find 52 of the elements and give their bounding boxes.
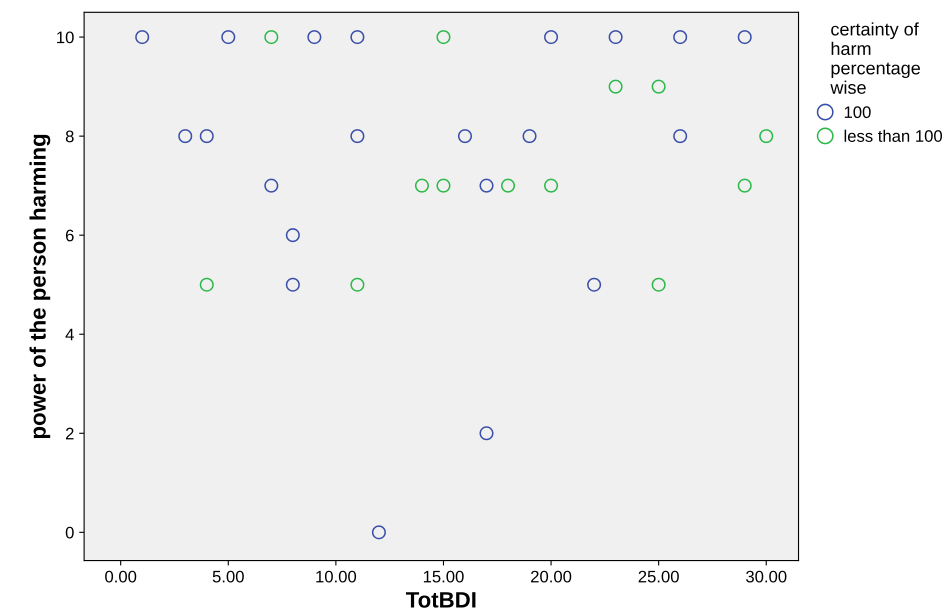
x-tick-label: 10.00 xyxy=(316,570,356,583)
point xyxy=(200,129,214,144)
point xyxy=(372,525,386,540)
point xyxy=(458,129,472,144)
point xyxy=(652,278,666,292)
x-tick-label: 20.00 xyxy=(531,570,572,583)
point xyxy=(759,129,774,144)
legend-label: 100 xyxy=(844,106,871,118)
legend-title: certainty of harm percentage wise xyxy=(830,22,920,94)
point xyxy=(608,80,623,94)
legend-label: less than 100 xyxy=(844,130,942,142)
point xyxy=(178,129,192,144)
point xyxy=(738,30,752,44)
y-tick-label: 6 xyxy=(66,230,74,242)
point xyxy=(608,30,623,44)
point xyxy=(264,178,278,193)
point xyxy=(587,278,602,292)
x-tick-label: 5.00 xyxy=(212,570,244,583)
x-tick-label: 25.00 xyxy=(638,570,679,583)
point xyxy=(544,30,558,44)
point xyxy=(414,178,429,193)
y-tick-label: 2 xyxy=(66,428,74,440)
point xyxy=(673,129,688,144)
point xyxy=(436,30,450,44)
x-tick-label: 30.00 xyxy=(746,570,786,583)
point xyxy=(673,30,688,44)
point xyxy=(738,178,752,193)
x-tick-label: 0.00 xyxy=(105,570,136,583)
point xyxy=(501,178,516,193)
y-tick-label: 10 xyxy=(57,31,74,44)
point xyxy=(436,178,450,193)
point xyxy=(652,80,666,94)
x-tick-label: 15.00 xyxy=(424,570,464,583)
point xyxy=(350,30,364,44)
y-axis-title: power of the person harming xyxy=(29,134,50,438)
point xyxy=(286,278,300,292)
point xyxy=(350,278,364,292)
y-tick-label: 0 xyxy=(66,526,74,539)
point xyxy=(522,129,537,144)
point xyxy=(264,30,278,44)
point xyxy=(479,178,494,193)
point xyxy=(479,426,494,440)
point xyxy=(307,30,322,44)
point xyxy=(286,228,300,242)
y-tick-label: 4 xyxy=(65,328,74,340)
point xyxy=(350,129,364,144)
point xyxy=(200,278,214,292)
x-axis-title: TotBDI xyxy=(406,592,476,608)
y-tick-label: 8 xyxy=(66,130,74,142)
point xyxy=(221,30,236,44)
point xyxy=(544,178,558,193)
point xyxy=(135,30,150,44)
